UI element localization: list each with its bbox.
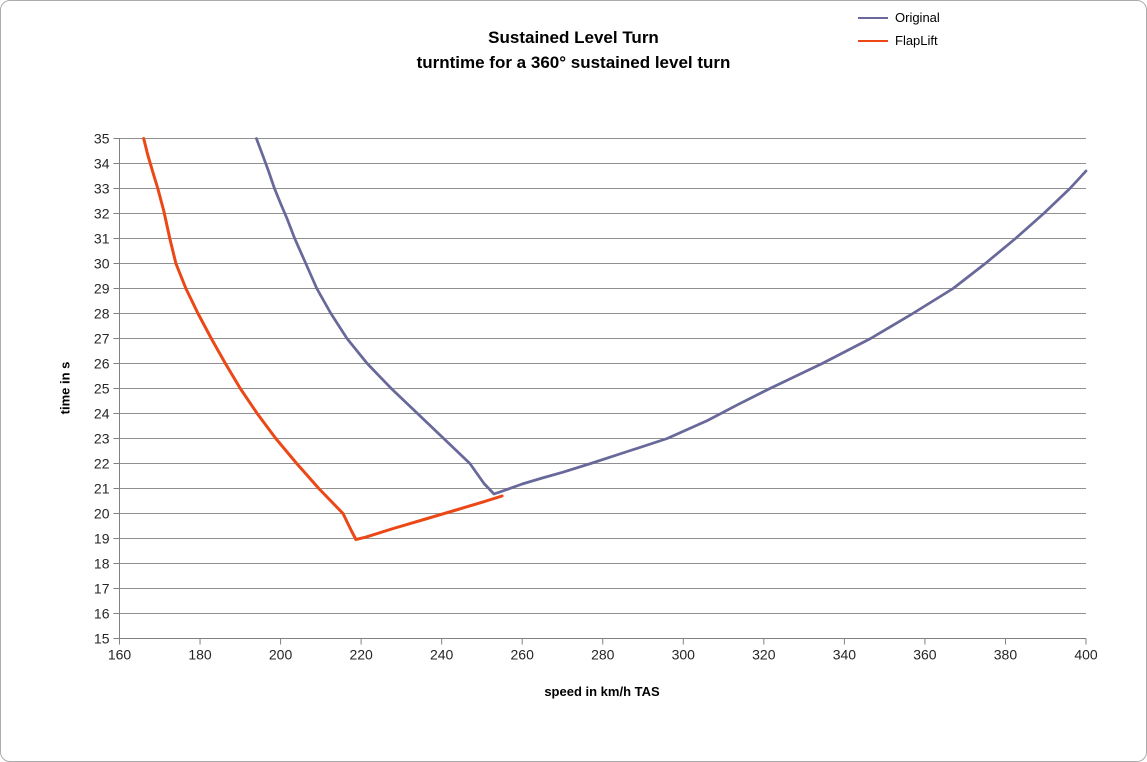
x-tick-label: 400: [1074, 647, 1098, 663]
x-tick-label: 240: [430, 647, 454, 663]
y-tick-label: 34: [94, 156, 110, 172]
legend-label: Original: [895, 10, 940, 25]
y-tick-label: 24: [94, 406, 110, 422]
y-tick-label: 21: [94, 481, 110, 497]
y-tick-label: 26: [94, 356, 110, 372]
x-tick-label: 320: [752, 647, 776, 663]
x-axis-title: speed in km/h TAS: [544, 684, 660, 699]
y-tick-label: 27: [94, 331, 110, 347]
y-tick-label: 19: [94, 531, 110, 547]
x-tick-label: 180: [188, 647, 212, 663]
y-axis-title: time in s: [57, 361, 73, 415]
y-tick-label: 18: [94, 556, 110, 572]
x-tick-label: 300: [672, 647, 696, 663]
y-tick-label: 16: [94, 606, 110, 622]
x-tick-label: 160: [108, 647, 132, 663]
y-tick-label: 33: [94, 181, 110, 197]
y-tick-label: 15: [94, 631, 110, 647]
x-tick-label: 360: [913, 647, 937, 663]
x-tick-label: 200: [269, 647, 293, 663]
chart-subtitle: turntime for a 360° sustained level turn: [416, 53, 731, 72]
y-tick-label: 32: [94, 206, 110, 222]
series-original-line: [255, 137, 1088, 496]
legend-item: Original: [858, 6, 940, 29]
x-tick-label: 220: [349, 647, 373, 663]
x-tick-label: 260: [511, 647, 535, 663]
legend-swatch: [858, 16, 888, 19]
chart-title-block: Sustained Level Turn turntime for a 360°…: [1, 25, 1146, 75]
y-tick-label: 20: [94, 506, 110, 522]
y-tick-label: 30: [94, 256, 110, 272]
legend: Original FlapLift: [858, 6, 940, 52]
y-tick-label: 25: [94, 381, 110, 397]
chart-title: Sustained Level Turn: [488, 28, 659, 47]
y-tick-label: 23: [94, 431, 110, 447]
legend-swatch: [858, 39, 888, 42]
y-tick-label: 17: [94, 581, 110, 597]
y-tick-label: 28: [94, 306, 110, 322]
legend-label: FlapLift: [895, 33, 938, 48]
x-tick-label: 280: [591, 647, 615, 663]
series-flaplift-line: [142, 137, 504, 541]
x-tick-label: 380: [994, 647, 1018, 663]
y-tick-label: 29: [94, 281, 110, 297]
legend-item: FlapLift: [858, 29, 940, 52]
x-tick-label: 340: [833, 647, 857, 663]
y-tick-label: 35: [94, 131, 110, 147]
y-tick-label: 31: [94, 231, 110, 247]
y-tick-label: 22: [94, 456, 110, 472]
